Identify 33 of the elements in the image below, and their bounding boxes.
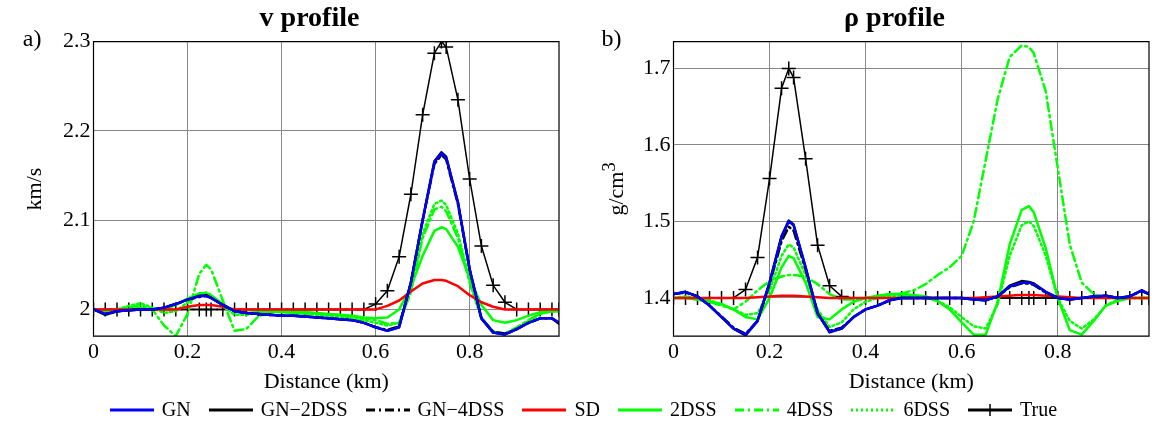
chart-title: v profile: [259, 1, 360, 33]
y-tick-label: 1.4: [643, 283, 671, 309]
x-tick-label: 0.8: [1043, 338, 1072, 364]
legend-label: 6DSS: [903, 398, 951, 421]
y-tick-label: 1.6: [643, 130, 671, 156]
x-tick-label: 0: [88, 338, 99, 364]
legend-label: GN: [161, 398, 191, 421]
y-tick-label: 2.2: [63, 116, 91, 142]
x-axis-title: Distance (km): [263, 367, 389, 393]
y-tick-label: 1.7: [643, 54, 671, 80]
text: b): [601, 24, 622, 51]
x-tick-label: 0.6: [947, 338, 976, 364]
y-tick-label: 2: [79, 295, 91, 321]
x-tick-label: 0.4: [267, 338, 296, 364]
legend-label: GN−2DSS: [260, 398, 348, 421]
chart-title: ρ profile: [844, 1, 945, 33]
text: a): [22, 24, 42, 51]
legend-label: SD: [574, 398, 600, 421]
y-axis-title: km/s: [20, 167, 47, 211]
y-tick-label: 1.5: [643, 207, 671, 233]
x-tick-label: 0.8: [455, 338, 484, 364]
x-tick-label: 0.2: [755, 338, 784, 364]
x-tick-label: 0.2: [173, 338, 202, 364]
x-tick-label: 0: [668, 338, 679, 364]
legend-label: 4DSS: [786, 398, 834, 421]
y-tick-label: 2.1: [63, 205, 91, 231]
x-tick-label: 0.4: [851, 338, 880, 364]
x-tick-label: 0.6: [361, 338, 390, 364]
legend-label: True: [1020, 398, 1058, 421]
legend-label: GN−4DSS: [417, 398, 505, 421]
legend-label: 2DSS: [670, 398, 717, 421]
x-axis-title: Distance (km): [848, 367, 974, 393]
y-tick-label: 2.3: [63, 27, 91, 53]
